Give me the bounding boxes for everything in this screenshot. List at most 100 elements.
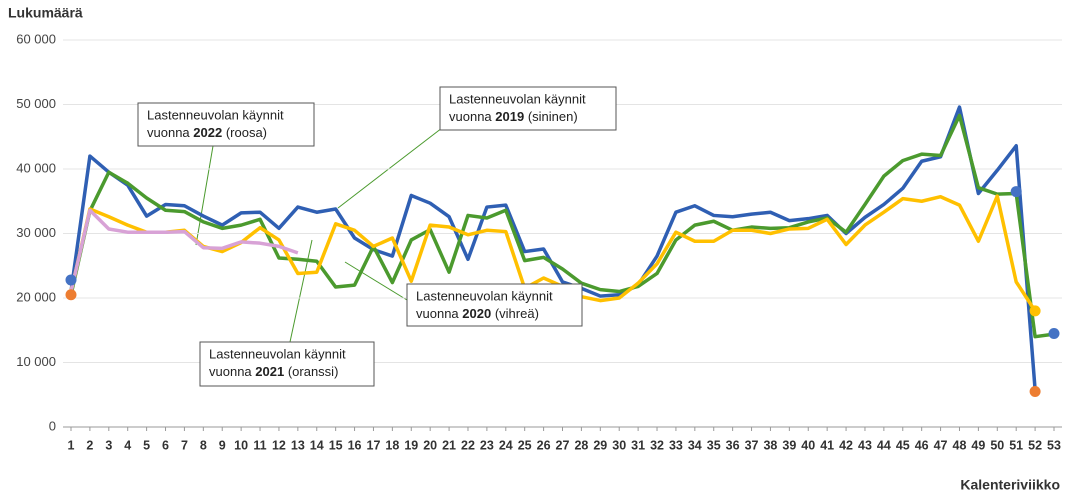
annotation-text: 2019	[495, 109, 524, 124]
x-tick-label: 14	[310, 438, 324, 452]
x-tick-label: 48	[953, 438, 967, 452]
annotation-text: 2021	[255, 364, 284, 379]
marker	[1029, 305, 1041, 317]
series-line	[69, 105, 1037, 390]
annotation-text: vuonna	[449, 109, 492, 124]
annotation-text: vuonna	[209, 364, 252, 379]
x-tick-label: 12	[272, 438, 286, 452]
leader-line	[344, 261, 408, 301]
x-tick-label: 24	[499, 438, 513, 452]
x-tick-label: 23	[480, 438, 494, 452]
x-tick-label: 43	[858, 438, 872, 452]
annotation-box	[406, 283, 583, 327]
x-tick-label: 34	[688, 438, 702, 452]
x-tick-label: 49	[971, 438, 985, 452]
x-tick-label: 6	[162, 438, 169, 452]
x-tick-label: 28	[574, 438, 588, 452]
annotation-line: Lastenneuvolan käynnit	[449, 91, 586, 106]
y-axis-label: Lukumäärä	[8, 5, 83, 21]
annotation-text: 2022	[193, 125, 222, 140]
x-tick-label: 2	[86, 438, 93, 452]
x-tick-label: 30	[612, 438, 626, 452]
x-tick-label: 26	[537, 438, 551, 452]
x-tick-label: 21	[442, 438, 456, 452]
x-tick-label: 40	[801, 438, 815, 452]
x-tick-label: 13	[291, 438, 305, 452]
x-tick-label: 17	[367, 438, 381, 452]
x-tick-label: 42	[839, 438, 853, 452]
y-tick-label: 30 000	[16, 225, 56, 240]
x-tick-label: 45	[896, 438, 910, 452]
annotation: Lastenneuvolan käynnit vuonna 2020 (vihre…	[406, 283, 583, 327]
series-line	[69, 113, 1055, 339]
x-tick-label: 50	[990, 438, 1004, 452]
y-tick-label: 20 000	[16, 289, 56, 304]
x-tick-label: 32	[650, 438, 664, 452]
leader-line	[337, 127, 443, 209]
annotation-text: (sininen)	[528, 109, 578, 124]
leader-lines	[195, 127, 443, 343]
x-axis-label: Kalenteriviikko	[960, 477, 1060, 493]
x-tick-label: 39	[782, 438, 796, 452]
x-tick-label: 25	[518, 438, 532, 452]
marker	[65, 289, 77, 301]
annotation-line: vuonna 2022 (roosa)	[147, 125, 267, 140]
x-tick-label: 15	[329, 438, 343, 452]
x-tick-label: 44	[877, 438, 891, 452]
x-tick-label: 37	[745, 438, 759, 452]
annotation-line: Lastenneuvolan käynnit	[209, 346, 346, 361]
x-tick-label: 20	[423, 438, 437, 452]
x-tick-label: 16	[348, 438, 362, 452]
x-tick-label: 41	[820, 438, 834, 452]
marker	[1029, 386, 1041, 398]
x-tick-label: 22	[461, 438, 475, 452]
x-tick-label: 19	[404, 438, 418, 452]
x-tick-label: 52	[1028, 438, 1042, 452]
marker	[1010, 186, 1022, 198]
annotation-line: Lastenneuvolan käynnit	[147, 107, 284, 122]
annotation-line: Lastenneuvolan käynnit	[416, 288, 553, 303]
annotation: Lastenneuvolan käynnit vuonna 2021 (orans…	[199, 341, 375, 387]
x-tick-label: 47	[934, 438, 948, 452]
x-tick-label: 1	[68, 438, 75, 452]
annotation-line: vuonna 2020 (vihreä)	[416, 306, 539, 321]
x-tick-label: 9	[219, 438, 226, 452]
annotation-line: vuonna 2019 (sininen)	[449, 109, 578, 124]
x-tick-label: 8	[200, 438, 207, 452]
y-tick-label: 50 000	[16, 96, 56, 111]
y-tick-label: 0	[49, 418, 56, 433]
annotation: Lastenneuvolan käynnit vuonna 2022 (roosa…	[137, 102, 315, 147]
x-tick-label: 4	[124, 438, 131, 452]
x-tick-label: 36	[726, 438, 740, 452]
x-tick-label: 29	[593, 438, 607, 452]
x-tick-label: 7	[181, 438, 188, 452]
annotation-text: (oranssi)	[288, 364, 339, 379]
series-line	[69, 208, 299, 292]
annotation-box	[439, 86, 617, 131]
x-tick-label: 11	[253, 438, 266, 452]
x-tick-label: 3	[105, 438, 112, 452]
series-line	[69, 194, 1037, 312]
x-tick-label: 53	[1047, 438, 1061, 452]
y-tick-label: 60 000	[16, 31, 56, 46]
x-tick-label: 5	[143, 438, 150, 452]
x-tick-label: 27	[556, 438, 570, 452]
x-tick-label: 51	[1009, 438, 1023, 452]
marker	[65, 274, 77, 286]
y-tick-label: 40 000	[16, 160, 56, 175]
annotation-text: 2020	[462, 306, 491, 321]
annotation-text: vuonna	[416, 306, 459, 321]
annotation-line: vuonna 2021 (oranssi)	[209, 364, 338, 379]
x-tick-label: 46	[915, 438, 929, 452]
x-tick-label: 35	[707, 438, 721, 452]
y-tick-label: 10 000	[16, 354, 56, 369]
annotation-box	[199, 341, 375, 387]
x-tick-label: 33	[669, 438, 683, 452]
leader-line	[289, 239, 313, 343]
annotation: Lastenneuvolan käynnit vuonna 2019 (sinin…	[439, 86, 617, 131]
annotation-text: (vihreä)	[495, 306, 539, 321]
x-tick-label: 18	[385, 438, 399, 452]
annotation-text: (roosa)	[226, 125, 267, 140]
leader-line	[195, 145, 214, 246]
